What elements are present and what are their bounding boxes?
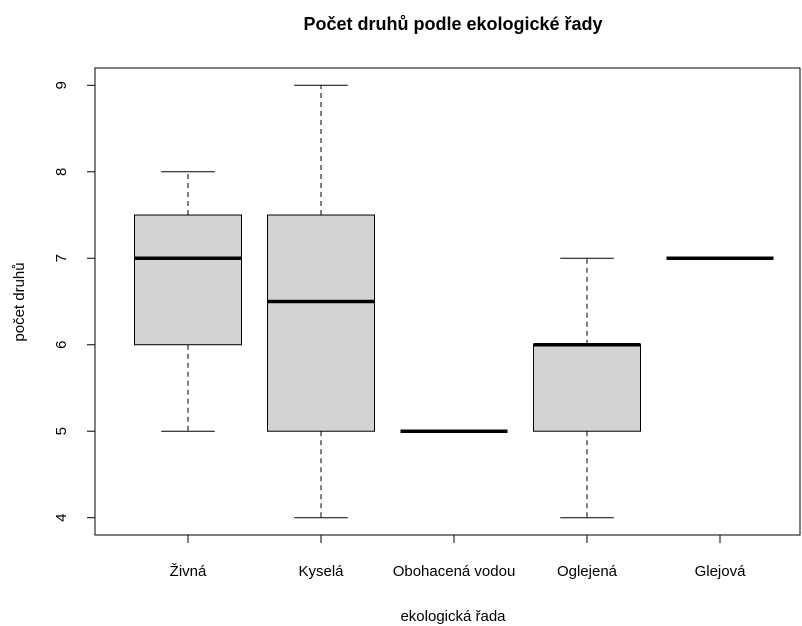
y-tick-label: 8 xyxy=(53,168,70,176)
y-tick-label: 4 xyxy=(53,514,70,522)
x-tick-label: Živná xyxy=(170,563,207,580)
y-tick-label: 9 xyxy=(53,81,70,89)
y-axis-label: počet druhů xyxy=(11,262,28,341)
box xyxy=(533,344,641,432)
y-tick-label: 7 xyxy=(53,254,70,262)
x-tick-label: Obohacená vodou xyxy=(393,563,516,580)
chart-title: Počet druhů podle ekologické řady xyxy=(303,14,602,34)
box xyxy=(134,214,242,346)
y-tick-label: 5 xyxy=(53,427,70,435)
x-tick-label: Glejová xyxy=(695,563,747,580)
y-tick-label: 6 xyxy=(53,341,70,349)
x-axis-label: ekologická řada xyxy=(400,608,506,625)
box xyxy=(267,214,375,432)
x-tick-label: Kyselá xyxy=(298,563,344,580)
x-tick-label: Oglejená xyxy=(557,563,618,580)
